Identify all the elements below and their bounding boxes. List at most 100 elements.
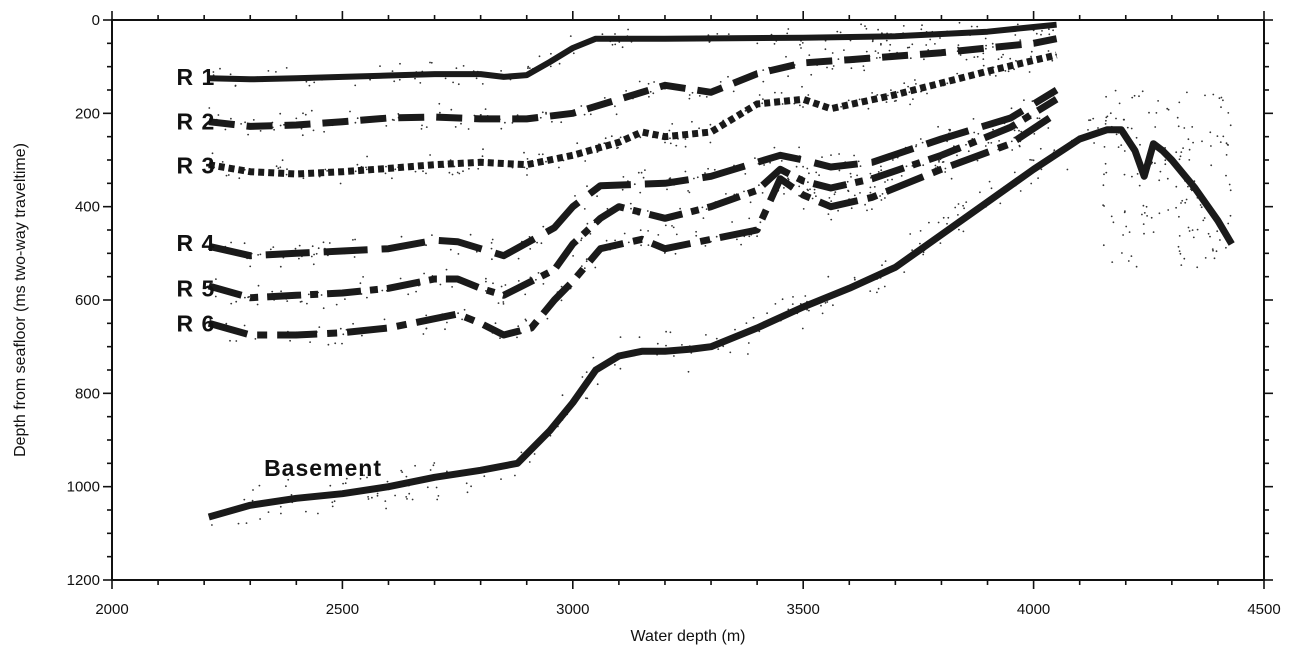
noise-point [920,28,923,31]
noise-point [328,242,331,244]
noise-point [491,258,493,261]
noise-point [847,99,850,102]
noise-point [277,167,280,170]
noise-point [836,30,839,33]
noise-point [1115,117,1117,120]
noise-point [716,33,719,35]
series-label-r1: R 1 [177,64,216,90]
noise-point [911,43,914,46]
noise-point [307,293,310,296]
noise-point [672,226,675,229]
noise-point [664,141,666,144]
noise-point [1159,170,1162,173]
noise-point [801,85,803,88]
noise-point [938,161,940,163]
noise-point [627,241,630,244]
noise-point [1204,257,1207,259]
noise-point [1018,145,1021,148]
noise-point [272,246,275,249]
noise-point [815,171,818,174]
noise-point [1188,230,1191,232]
noise-point [781,103,784,105]
noise-point [762,98,764,100]
noise-point [1120,144,1123,147]
noise-point [1013,171,1016,174]
noise-point [1123,173,1126,176]
noise-point [671,123,674,125]
noise-point [254,338,257,340]
noise-point [1188,148,1191,151]
noise-point [843,49,845,51]
noise-point [1157,100,1159,102]
noise-point [1133,94,1136,97]
noise-point [1178,158,1181,161]
noise-point [244,296,246,299]
noise-point [1088,119,1090,122]
noise-point [813,188,816,191]
noise-point [1227,112,1230,114]
noise-point [671,225,673,227]
noise-point [247,133,250,136]
noise-point [1187,138,1190,141]
noise-point [1227,144,1229,146]
noise-point [363,474,365,477]
noise-point [821,312,824,315]
noise-point [422,333,425,335]
noise-point [1102,244,1105,247]
noise-point [331,501,334,504]
noise-point [356,163,359,166]
noise-point [219,67,221,70]
noise-point [583,113,586,116]
noise-point [900,175,903,177]
noise-point [354,121,357,124]
noise-point [859,165,862,168]
noise-point [468,167,470,170]
noise-point [1131,175,1133,178]
noise-point [310,109,313,112]
noise-point [1013,68,1015,71]
noise-point [758,94,761,96]
noise-point [1145,205,1148,208]
noise-point [1180,264,1183,266]
noise-point [1018,129,1020,132]
noise-point [594,266,597,269]
noise-point [400,235,403,238]
noise-point [484,108,487,110]
noise-point [353,256,356,258]
noise-point [1093,142,1095,144]
noise-point [465,482,468,485]
noise-point [580,237,583,240]
noise-point [1030,55,1032,58]
noise-point [688,191,691,194]
noise-point [429,469,432,471]
noise-point [406,498,408,500]
noise-point [592,356,595,359]
noise-point [560,285,563,288]
y-tick-label: 200 [75,105,100,122]
noise-point [210,158,213,161]
noise-point [333,500,336,503]
horizon-line-r1 [208,21,1057,83]
noise-point [376,492,379,495]
noise-point [485,277,487,280]
noise-point [317,247,320,250]
horizon-line-r2 [208,35,1058,130]
noise-point [926,92,928,95]
noise-point [422,170,424,173]
noise-point [869,172,872,175]
noise-point [482,148,484,151]
noise-point [877,52,880,54]
noise-point [1121,252,1123,254]
noise-point [215,278,217,280]
noise-point [761,192,764,194]
noise-point [1015,59,1017,62]
noise-point [504,121,506,124]
noise-point [384,500,387,502]
noise-point [585,260,588,263]
noise-point [762,80,765,83]
noise-point [1142,204,1145,207]
noise-point [305,80,308,83]
noise-point [963,207,965,210]
noise-point [740,243,742,246]
noise-point [921,141,924,144]
